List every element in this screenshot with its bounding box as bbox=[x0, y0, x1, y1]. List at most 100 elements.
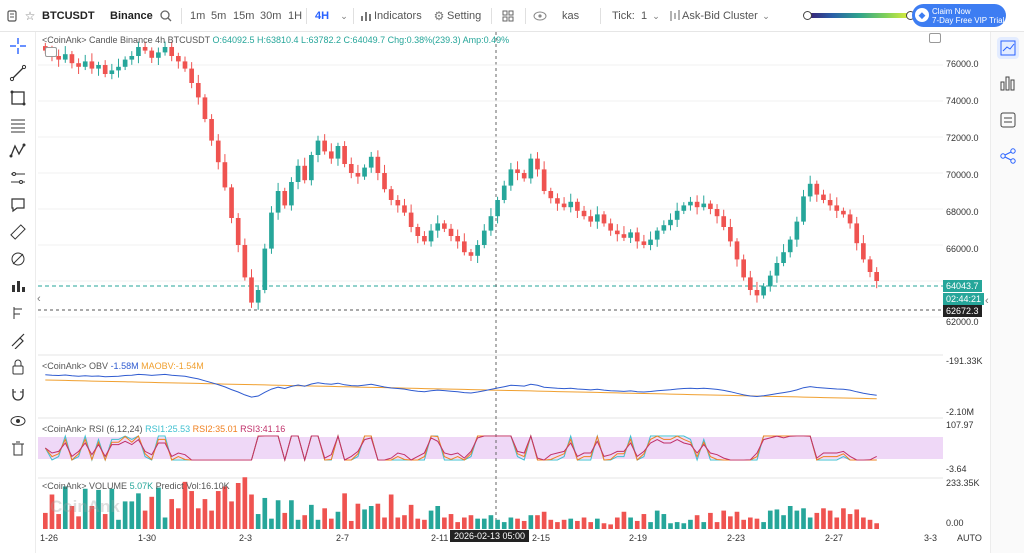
candle-body bbox=[428, 230, 434, 242]
favorite-star-icon[interactable]: ☆ bbox=[24, 9, 36, 23]
chart-area[interactable]: <CoinAnk> Candle Binance 4h BTCUSDT O:64… bbox=[38, 32, 946, 544]
volume-bar bbox=[229, 501, 234, 529]
volume-bar bbox=[395, 517, 401, 529]
chart-view-icon[interactable] bbox=[997, 37, 1019, 59]
obv-title: <CoinAnk> OBV bbox=[42, 361, 109, 371]
volume-bar bbox=[156, 487, 161, 529]
candle-body bbox=[169, 47, 175, 56]
volume-bar bbox=[475, 518, 480, 529]
candle-body bbox=[162, 47, 168, 53]
tf-4h[interactable]: 4H bbox=[315, 10, 330, 22]
candle-body bbox=[528, 158, 534, 179]
volume-bar bbox=[761, 522, 766, 529]
eye-visibility-icon[interactable] bbox=[9, 412, 27, 430]
gear-icon[interactable]: ⚙ bbox=[433, 9, 445, 23]
bar-stats-icon[interactable] bbox=[997, 72, 1019, 94]
parallel-channel-tool-icon[interactable] bbox=[9, 169, 27, 187]
volume-bar bbox=[209, 510, 214, 529]
candle-body bbox=[102, 65, 108, 74]
candle-body bbox=[295, 165, 301, 182]
volume-bar bbox=[62, 486, 68, 529]
candle-body bbox=[821, 194, 826, 200]
search-icon[interactable] bbox=[158, 8, 174, 24]
ruler-tool-icon[interactable] bbox=[9, 223, 27, 241]
volume-bar bbox=[302, 515, 308, 529]
lock-icon[interactable] bbox=[9, 358, 27, 376]
vip-trial-button[interactable]: ◆ Claim Now 7-Day Free VIP Trial bbox=[912, 4, 1006, 27]
volume-bar bbox=[468, 515, 474, 529]
tf-30m[interactable]: 30m bbox=[260, 10, 282, 22]
indicators-icon[interactable] bbox=[358, 8, 374, 24]
trash-icon[interactable] bbox=[9, 439, 27, 457]
main-legend: <CoinAnk> Candle Binance 4h BTCUSDT O:64… bbox=[42, 35, 509, 45]
volume-bar bbox=[821, 508, 826, 529]
fib-lines-tool-icon[interactable] bbox=[9, 116, 27, 134]
volume-title: <CoinAnk> VOLUME bbox=[42, 481, 128, 491]
kas-button[interactable]: kas bbox=[562, 10, 580, 22]
collapse-legend-button[interactable] bbox=[45, 47, 57, 57]
collapse-right-icon[interactable]: ‹ bbox=[985, 295, 989, 307]
chevron-down-icon[interactable]: ⌄ bbox=[340, 11, 348, 21]
tf-15m[interactable]: 15m bbox=[233, 10, 255, 22]
candle-body bbox=[708, 203, 713, 209]
layout-grid-icon[interactable] bbox=[500, 8, 516, 24]
volume-bar bbox=[415, 518, 421, 529]
candle-body bbox=[575, 201, 580, 211]
candle-body bbox=[867, 259, 873, 272]
ask-bid-cluster-button[interactable]: Ask-Bid Cluster bbox=[682, 10, 758, 22]
volume-bar bbox=[136, 493, 141, 529]
crosshair-time-tag: 2026-02-13 05:00 bbox=[450, 530, 530, 542]
magnet-icon[interactable] bbox=[9, 385, 27, 403]
candle-body bbox=[481, 230, 487, 245]
candle-body bbox=[202, 97, 208, 119]
candle-body bbox=[442, 223, 447, 229]
volume-bar bbox=[774, 509, 780, 529]
exchange-label[interactable]: Binance bbox=[110, 10, 153, 22]
share-icon[interactable] bbox=[997, 145, 1019, 167]
comment-tool-icon[interactable] bbox=[9, 196, 27, 214]
heatmap-gradient-slider[interactable] bbox=[803, 11, 915, 20]
magnet-measure-icon[interactable] bbox=[9, 250, 27, 268]
symbol-label[interactable]: BTCUSDT bbox=[42, 10, 95, 22]
tf-5m[interactable]: 5m bbox=[211, 10, 227, 22]
brush-tool-icon[interactable] bbox=[9, 331, 27, 350]
candle-body bbox=[468, 252, 474, 256]
volume-bar bbox=[694, 515, 700, 529]
tick-value[interactable]: 1 bbox=[641, 10, 648, 22]
rectangle-tool-icon[interactable] bbox=[9, 89, 27, 107]
tf-1m[interactable]: 1m bbox=[190, 10, 206, 22]
volume-profile-tool-icon[interactable] bbox=[9, 277, 27, 295]
chevron-down-icon[interactable]: ⌄ bbox=[652, 11, 660, 21]
volume-bar bbox=[681, 523, 687, 529]
collapse-left-icon[interactable]: ‹ bbox=[37, 293, 41, 305]
volume-bar bbox=[767, 510, 773, 529]
price-tick: 68000.0 bbox=[946, 207, 979, 217]
price-tick: 74000.0 bbox=[946, 96, 979, 106]
candle-body bbox=[601, 214, 607, 224]
volume-bar bbox=[428, 510, 434, 529]
slider-handle-left[interactable] bbox=[803, 11, 812, 20]
pane-menu-button[interactable] bbox=[929, 33, 941, 43]
volume-bar bbox=[721, 510, 727, 529]
candle-body bbox=[767, 275, 773, 287]
eye-icon[interactable] bbox=[532, 8, 548, 24]
auto-scale-button[interactable]: AUTO bbox=[957, 533, 982, 543]
long-position-tool-icon[interactable] bbox=[9, 304, 27, 322]
crosshair-tool-icon[interactable] bbox=[9, 37, 27, 55]
pattern-tool-icon[interactable] bbox=[9, 142, 27, 160]
list-icon[interactable] bbox=[997, 109, 1019, 131]
cluster-icon[interactable] bbox=[667, 8, 683, 24]
candle-body bbox=[415, 227, 421, 236]
indicators-button[interactable]: Indicators bbox=[374, 10, 422, 22]
volume-bar bbox=[781, 515, 786, 529]
candle-body bbox=[747, 277, 753, 290]
trend-line-tool-icon[interactable] bbox=[9, 64, 27, 82]
candle-body bbox=[448, 228, 454, 236]
tf-1h[interactable]: 1H bbox=[288, 10, 303, 22]
menu-icon[interactable] bbox=[4, 8, 20, 24]
chevron-down-icon[interactable]: ⌄ bbox=[762, 11, 770, 21]
setting-button[interactable]: Setting bbox=[447, 10, 482, 22]
candle-body bbox=[142, 47, 148, 51]
chart-canvas[interactable] bbox=[38, 32, 946, 544]
volume-bar bbox=[375, 503, 381, 529]
